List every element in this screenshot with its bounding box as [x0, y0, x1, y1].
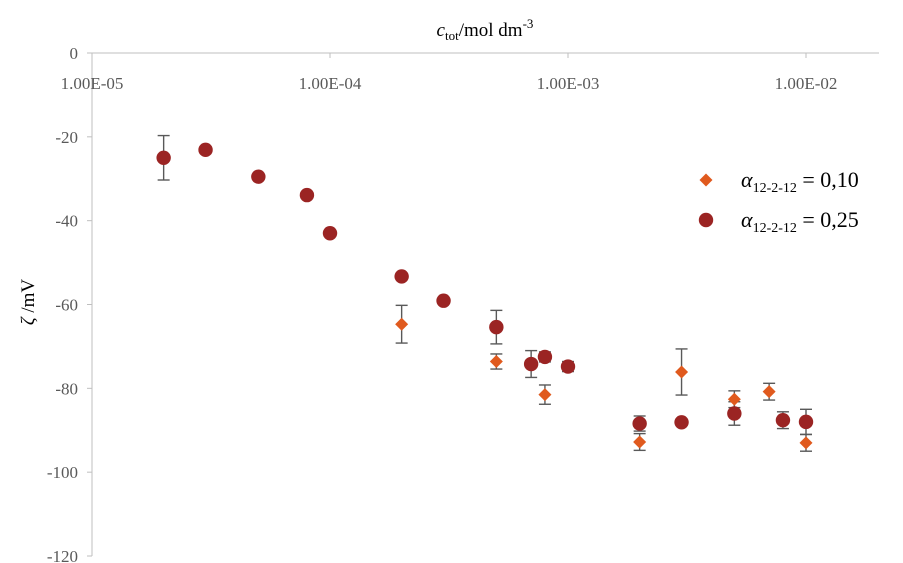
data-point-diamond	[538, 388, 552, 402]
data-point-circle	[798, 414, 814, 430]
x-axis-title-sub: tot	[445, 28, 459, 43]
data-point-diamond	[489, 355, 503, 369]
y-tick-label: -100	[47, 463, 78, 482]
data-points	[156, 142, 814, 450]
data-point-diamond	[675, 365, 689, 379]
legend-label: α12-2-12 = 0,25	[741, 207, 859, 236]
legend-label-sub: 12-2-12	[753, 221, 797, 236]
legend-label-var: α	[741, 167, 753, 192]
data-point-circle	[560, 359, 576, 374]
data-point-circle	[322, 226, 338, 241]
y-axis-title-rest: /mV	[18, 279, 39, 318]
legend-label-sub: 12-2-12	[753, 181, 797, 196]
data-point-diamond	[633, 435, 647, 449]
data-point-circle	[156, 150, 171, 165]
y-tick-label: -20	[55, 128, 78, 147]
data-point-diamond	[799, 436, 813, 450]
legend-marker-diamond	[699, 173, 713, 187]
x-axis-title-sup: -3	[523, 16, 534, 31]
data-point-circle	[198, 142, 213, 158]
y-tick-label: -80	[55, 379, 78, 398]
data-point-circle	[299, 187, 315, 203]
series-1	[156, 142, 814, 431]
legend-label: α12-2-12 = 0,10	[741, 167, 859, 196]
data-point-circle	[775, 412, 791, 428]
data-point-circle	[251, 169, 266, 184]
axes: 0 -20 -40 -60 -80 -100 -120 1.00E-05 1.00E-04 1.0…	[47, 44, 879, 563]
legend-label-rest: = 0,10	[797, 167, 859, 192]
data-point-circle	[394, 269, 409, 284]
y-tick-label: -60	[55, 296, 78, 315]
data-point-circle	[537, 349, 553, 365]
data-point-circle	[489, 319, 504, 335]
legend-label-var: α	[741, 207, 753, 232]
data-point-circle	[674, 415, 689, 430]
legend-marker-circle	[698, 212, 714, 228]
legend-label-rest: = 0,25	[797, 207, 859, 232]
data-point-circle	[436, 293, 451, 308]
x-axis-title-var: c	[437, 20, 446, 41]
y-tick-label: 0	[70, 44, 79, 63]
data-point-circle	[523, 356, 539, 372]
x-tick-label: 1.00E-03	[537, 74, 600, 93]
x-tick-label: 1.00E-02	[775, 74, 838, 93]
axis-titles: ctot/mol dm-3 ζ /mV	[18, 16, 533, 325]
data-point-diamond	[762, 385, 776, 399]
data-point-circle	[632, 416, 647, 431]
data-point-diamond	[395, 317, 409, 331]
x-tick-label: 1.00E-04	[299, 74, 362, 93]
data-point-circle	[727, 406, 742, 421]
y-axis-title-var: ζ	[18, 316, 39, 325]
x-tick-label: 1.00E-05	[61, 74, 124, 93]
y-axis-title: ζ /mV	[18, 279, 39, 326]
y-tick-label: -40	[55, 212, 78, 231]
x-axis-title-rest: /mol dm	[459, 20, 523, 41]
data-point-diamond	[727, 392, 741, 406]
series-0	[395, 317, 813, 450]
y-tick-label: -120	[47, 547, 78, 563]
x-axis-title: ctot/mol dm-3	[437, 16, 534, 43]
